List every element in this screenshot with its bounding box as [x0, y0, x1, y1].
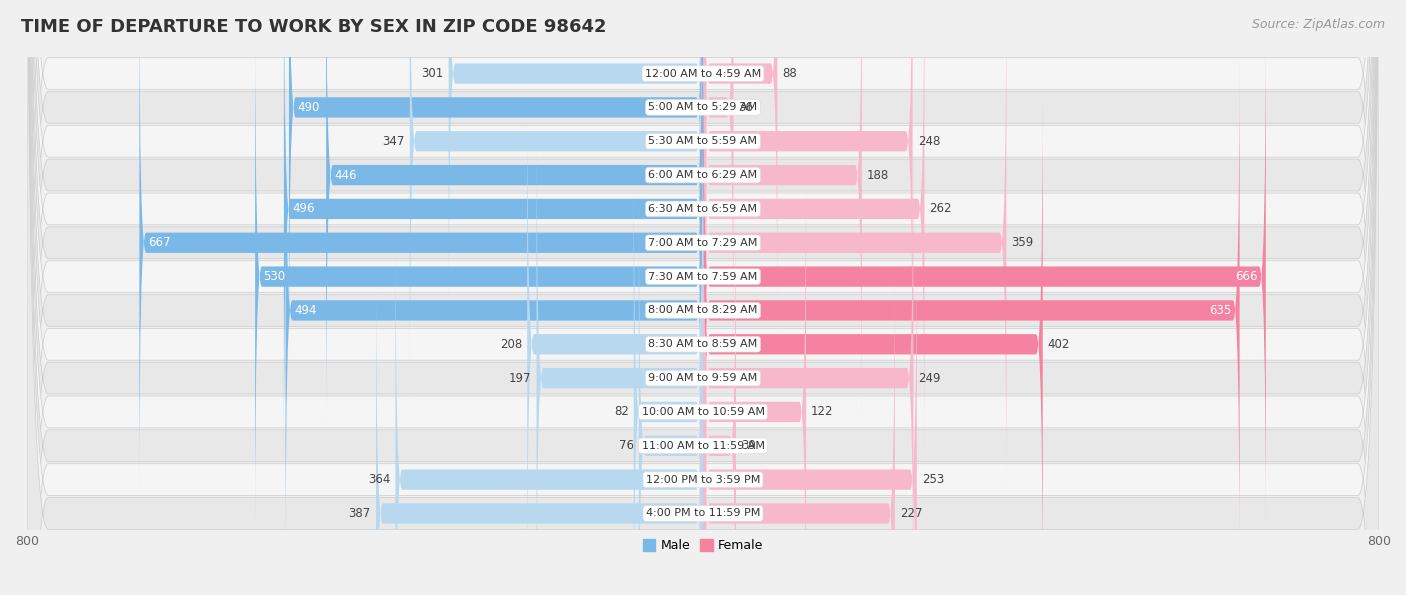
Text: 667: 667	[148, 236, 170, 249]
FancyBboxPatch shape	[27, 0, 1379, 595]
Text: 262: 262	[929, 202, 952, 215]
Text: 7:00 AM to 7:29 AM: 7:00 AM to 7:29 AM	[648, 238, 758, 248]
Text: 76: 76	[619, 439, 634, 452]
FancyBboxPatch shape	[284, 0, 703, 469]
FancyBboxPatch shape	[703, 151, 806, 595]
Text: 446: 446	[335, 168, 357, 181]
Text: 6:00 AM to 6:29 AM: 6:00 AM to 6:29 AM	[648, 170, 758, 180]
FancyBboxPatch shape	[638, 185, 703, 595]
FancyBboxPatch shape	[703, 50, 1240, 571]
FancyBboxPatch shape	[703, 0, 1007, 503]
FancyBboxPatch shape	[703, 0, 912, 402]
FancyBboxPatch shape	[27, 0, 1379, 595]
FancyBboxPatch shape	[537, 118, 703, 595]
FancyBboxPatch shape	[703, 253, 894, 595]
FancyBboxPatch shape	[449, 0, 703, 334]
FancyBboxPatch shape	[27, 0, 1379, 595]
FancyBboxPatch shape	[703, 0, 924, 469]
FancyBboxPatch shape	[27, 0, 1379, 595]
FancyBboxPatch shape	[527, 84, 703, 595]
FancyBboxPatch shape	[27, 0, 1379, 595]
Text: 387: 387	[349, 507, 371, 520]
Text: 82: 82	[614, 405, 628, 418]
FancyBboxPatch shape	[27, 0, 1379, 595]
Text: 666: 666	[1234, 270, 1257, 283]
Text: 36: 36	[738, 101, 754, 114]
Text: 359: 359	[1011, 236, 1033, 249]
FancyBboxPatch shape	[703, 185, 735, 595]
Text: 122: 122	[811, 405, 834, 418]
Text: 39: 39	[741, 439, 756, 452]
Text: TIME OF DEPARTURE TO WORK BY SEX IN ZIP CODE 98642: TIME OF DEPARTURE TO WORK BY SEX IN ZIP …	[21, 18, 606, 36]
Text: Source: ZipAtlas.com: Source: ZipAtlas.com	[1251, 18, 1385, 31]
FancyBboxPatch shape	[395, 219, 703, 595]
Text: 12:00 PM to 3:59 PM: 12:00 PM to 3:59 PM	[645, 475, 761, 484]
Text: 347: 347	[382, 134, 405, 148]
FancyBboxPatch shape	[27, 0, 1379, 595]
Text: 6:30 AM to 6:59 AM: 6:30 AM to 6:59 AM	[648, 204, 758, 214]
FancyBboxPatch shape	[409, 0, 703, 402]
FancyBboxPatch shape	[27, 0, 1379, 595]
Text: 490: 490	[298, 101, 319, 114]
FancyBboxPatch shape	[254, 16, 703, 537]
FancyBboxPatch shape	[703, 118, 914, 595]
FancyBboxPatch shape	[703, 0, 778, 334]
FancyBboxPatch shape	[27, 0, 1379, 595]
FancyBboxPatch shape	[703, 16, 1265, 537]
Text: 8:30 AM to 8:59 AM: 8:30 AM to 8:59 AM	[648, 339, 758, 349]
Text: 11:00 AM to 11:59 AM: 11:00 AM to 11:59 AM	[641, 441, 765, 451]
Text: 402: 402	[1047, 338, 1070, 351]
Text: 8:00 AM to 8:29 AM: 8:00 AM to 8:29 AM	[648, 305, 758, 315]
FancyBboxPatch shape	[634, 151, 703, 595]
Text: 530: 530	[263, 270, 285, 283]
FancyBboxPatch shape	[27, 0, 1379, 595]
FancyBboxPatch shape	[27, 0, 1379, 595]
Legend: Male, Female: Male, Female	[638, 534, 768, 558]
FancyBboxPatch shape	[703, 219, 917, 595]
Text: 7:30 AM to 7:59 AM: 7:30 AM to 7:59 AM	[648, 271, 758, 281]
Text: 364: 364	[368, 473, 391, 486]
FancyBboxPatch shape	[27, 0, 1379, 595]
Text: 188: 188	[868, 168, 889, 181]
Text: 496: 496	[292, 202, 315, 215]
FancyBboxPatch shape	[27, 0, 1379, 595]
Text: 10:00 AM to 10:59 AM: 10:00 AM to 10:59 AM	[641, 407, 765, 417]
Text: 5:30 AM to 5:59 AM: 5:30 AM to 5:59 AM	[648, 136, 758, 146]
FancyBboxPatch shape	[290, 0, 703, 368]
Text: 88: 88	[782, 67, 797, 80]
Text: 301: 301	[422, 67, 443, 80]
Text: 635: 635	[1209, 304, 1232, 317]
FancyBboxPatch shape	[703, 0, 862, 436]
FancyBboxPatch shape	[703, 0, 734, 368]
Text: 208: 208	[501, 338, 522, 351]
FancyBboxPatch shape	[375, 253, 703, 595]
FancyBboxPatch shape	[139, 0, 703, 503]
Text: 253: 253	[922, 473, 943, 486]
Text: 227: 227	[900, 507, 922, 520]
FancyBboxPatch shape	[703, 84, 1043, 595]
Text: 9:00 AM to 9:59 AM: 9:00 AM to 9:59 AM	[648, 373, 758, 383]
Text: 4:00 PM to 11:59 PM: 4:00 PM to 11:59 PM	[645, 509, 761, 518]
Text: 249: 249	[918, 372, 941, 384]
FancyBboxPatch shape	[285, 50, 703, 571]
Text: 197: 197	[509, 372, 531, 384]
Text: 5:00 AM to 5:29 AM: 5:00 AM to 5:29 AM	[648, 102, 758, 112]
Text: 494: 494	[294, 304, 316, 317]
Text: 248: 248	[918, 134, 941, 148]
FancyBboxPatch shape	[27, 0, 1379, 595]
Text: 12:00 AM to 4:59 AM: 12:00 AM to 4:59 AM	[645, 68, 761, 79]
FancyBboxPatch shape	[326, 0, 703, 436]
